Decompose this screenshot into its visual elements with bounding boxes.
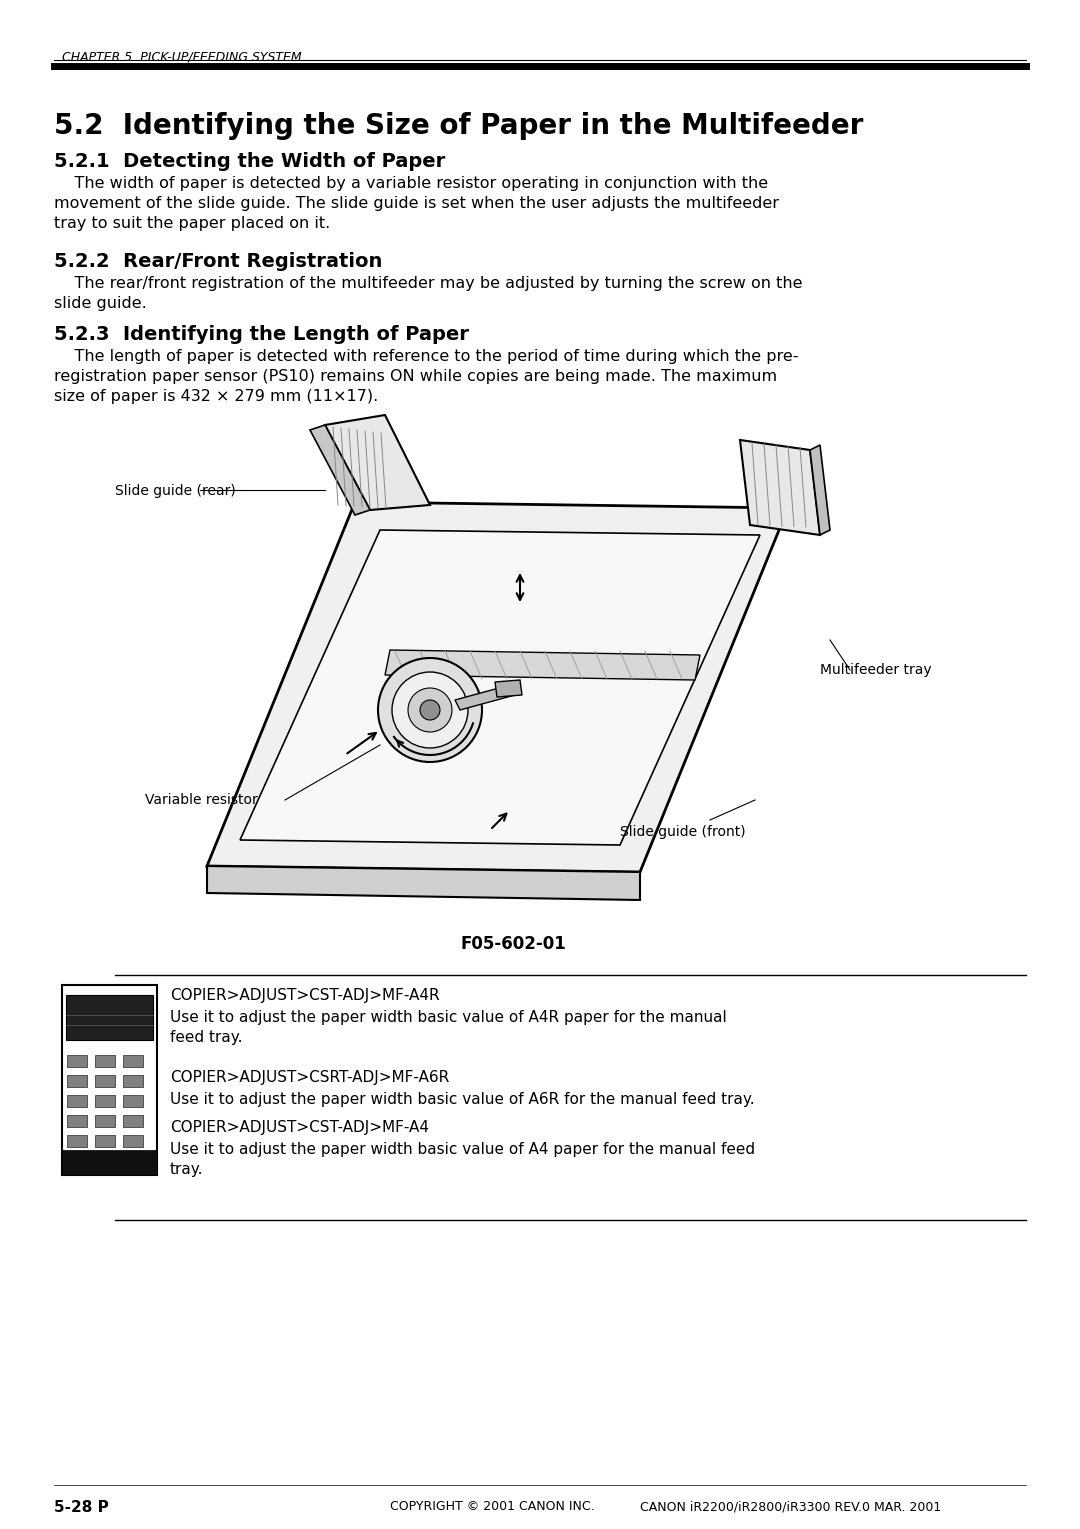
Polygon shape — [310, 425, 370, 515]
Circle shape — [392, 673, 468, 748]
Text: Slide guide (front): Slide guide (front) — [620, 826, 745, 839]
Text: Slide guide (rear): Slide guide (rear) — [114, 485, 235, 498]
Text: 5-28 P: 5-28 P — [54, 1500, 109, 1515]
Polygon shape — [325, 414, 430, 511]
FancyBboxPatch shape — [67, 1095, 87, 1107]
Text: The length of paper is detected with reference to the period of time during whic: The length of paper is detected with ref… — [54, 349, 798, 404]
Polygon shape — [207, 865, 640, 901]
Polygon shape — [384, 650, 700, 680]
Polygon shape — [207, 502, 788, 872]
Text: The width of paper is detected by a variable resistor operating in conjunction w: The width of paper is detected by a vari… — [54, 176, 779, 231]
Polygon shape — [495, 680, 522, 697]
Text: COPIER>ADJUST>CST-ADJ>MF-A4: COPIER>ADJUST>CST-ADJ>MF-A4 — [170, 1121, 429, 1135]
Text: COPIER>ADJUST>CSRT-ADJ>MF-A6R: COPIER>ADJUST>CSRT-ADJ>MF-A6R — [170, 1070, 449, 1086]
FancyBboxPatch shape — [95, 1075, 114, 1087]
Text: 5.2  Identifying the Size of Paper in the Multifeeder: 5.2 Identifying the Size of Paper in the… — [54, 112, 863, 141]
FancyBboxPatch shape — [95, 1115, 114, 1127]
Text: COPIER>ADJUST>CST-ADJ>MF-A4R: COPIER>ADJUST>CST-ADJ>MF-A4R — [170, 988, 440, 1003]
Text: CANON iR2200/iR2800/iR3300 REV.0 MAR. 2001: CANON iR2200/iR2800/iR3300 REV.0 MAR. 20… — [640, 1500, 942, 1514]
Text: Variable resistor: Variable resistor — [145, 794, 258, 807]
FancyBboxPatch shape — [67, 1075, 87, 1087]
FancyBboxPatch shape — [62, 1150, 157, 1174]
FancyBboxPatch shape — [123, 1095, 143, 1107]
FancyBboxPatch shape — [66, 995, 153, 1040]
Circle shape — [420, 700, 440, 720]
Text: Use it to adjust the paper width basic value of A4 paper for the manual feed
tra: Use it to adjust the paper width basic v… — [170, 1142, 755, 1177]
Text: 5.2.3  Identifying the Length of Paper: 5.2.3 Identifying the Length of Paper — [54, 326, 469, 344]
FancyBboxPatch shape — [95, 1055, 114, 1067]
FancyBboxPatch shape — [95, 1135, 114, 1147]
Text: Use it to adjust the paper width basic value of A6R for the manual feed tray.: Use it to adjust the paper width basic v… — [170, 1092, 755, 1107]
Text: 5.2.1  Detecting the Width of Paper: 5.2.1 Detecting the Width of Paper — [54, 151, 445, 171]
FancyBboxPatch shape — [123, 1055, 143, 1067]
Circle shape — [408, 688, 453, 732]
FancyBboxPatch shape — [123, 1115, 143, 1127]
Polygon shape — [240, 531, 760, 846]
Circle shape — [378, 657, 482, 761]
FancyBboxPatch shape — [123, 1075, 143, 1087]
FancyBboxPatch shape — [67, 1115, 87, 1127]
Text: Use it to adjust the paper width basic value of A4R paper for the manual
feed tr: Use it to adjust the paper width basic v… — [170, 1011, 727, 1044]
Text: Multifeeder tray: Multifeeder tray — [820, 664, 932, 677]
Polygon shape — [740, 440, 820, 535]
Text: CHAPTER 5  PICK-UP/FEEDING SYSTEM: CHAPTER 5 PICK-UP/FEEDING SYSTEM — [62, 50, 301, 63]
Text: 5.2.2  Rear/Front Registration: 5.2.2 Rear/Front Registration — [54, 252, 382, 271]
FancyBboxPatch shape — [123, 1135, 143, 1147]
Polygon shape — [455, 685, 515, 709]
Polygon shape — [810, 445, 831, 535]
Text: F05-602-01: F05-602-01 — [460, 936, 566, 953]
Text: COPYRIGHT © 2001 CANON INC.: COPYRIGHT © 2001 CANON INC. — [390, 1500, 595, 1514]
Text: The rear/front registration of the multifeeder may be adjusted by turning the sc: The rear/front registration of the multi… — [54, 277, 802, 310]
FancyBboxPatch shape — [62, 985, 157, 1174]
FancyBboxPatch shape — [67, 1055, 87, 1067]
FancyBboxPatch shape — [95, 1095, 114, 1107]
FancyBboxPatch shape — [67, 1135, 87, 1147]
